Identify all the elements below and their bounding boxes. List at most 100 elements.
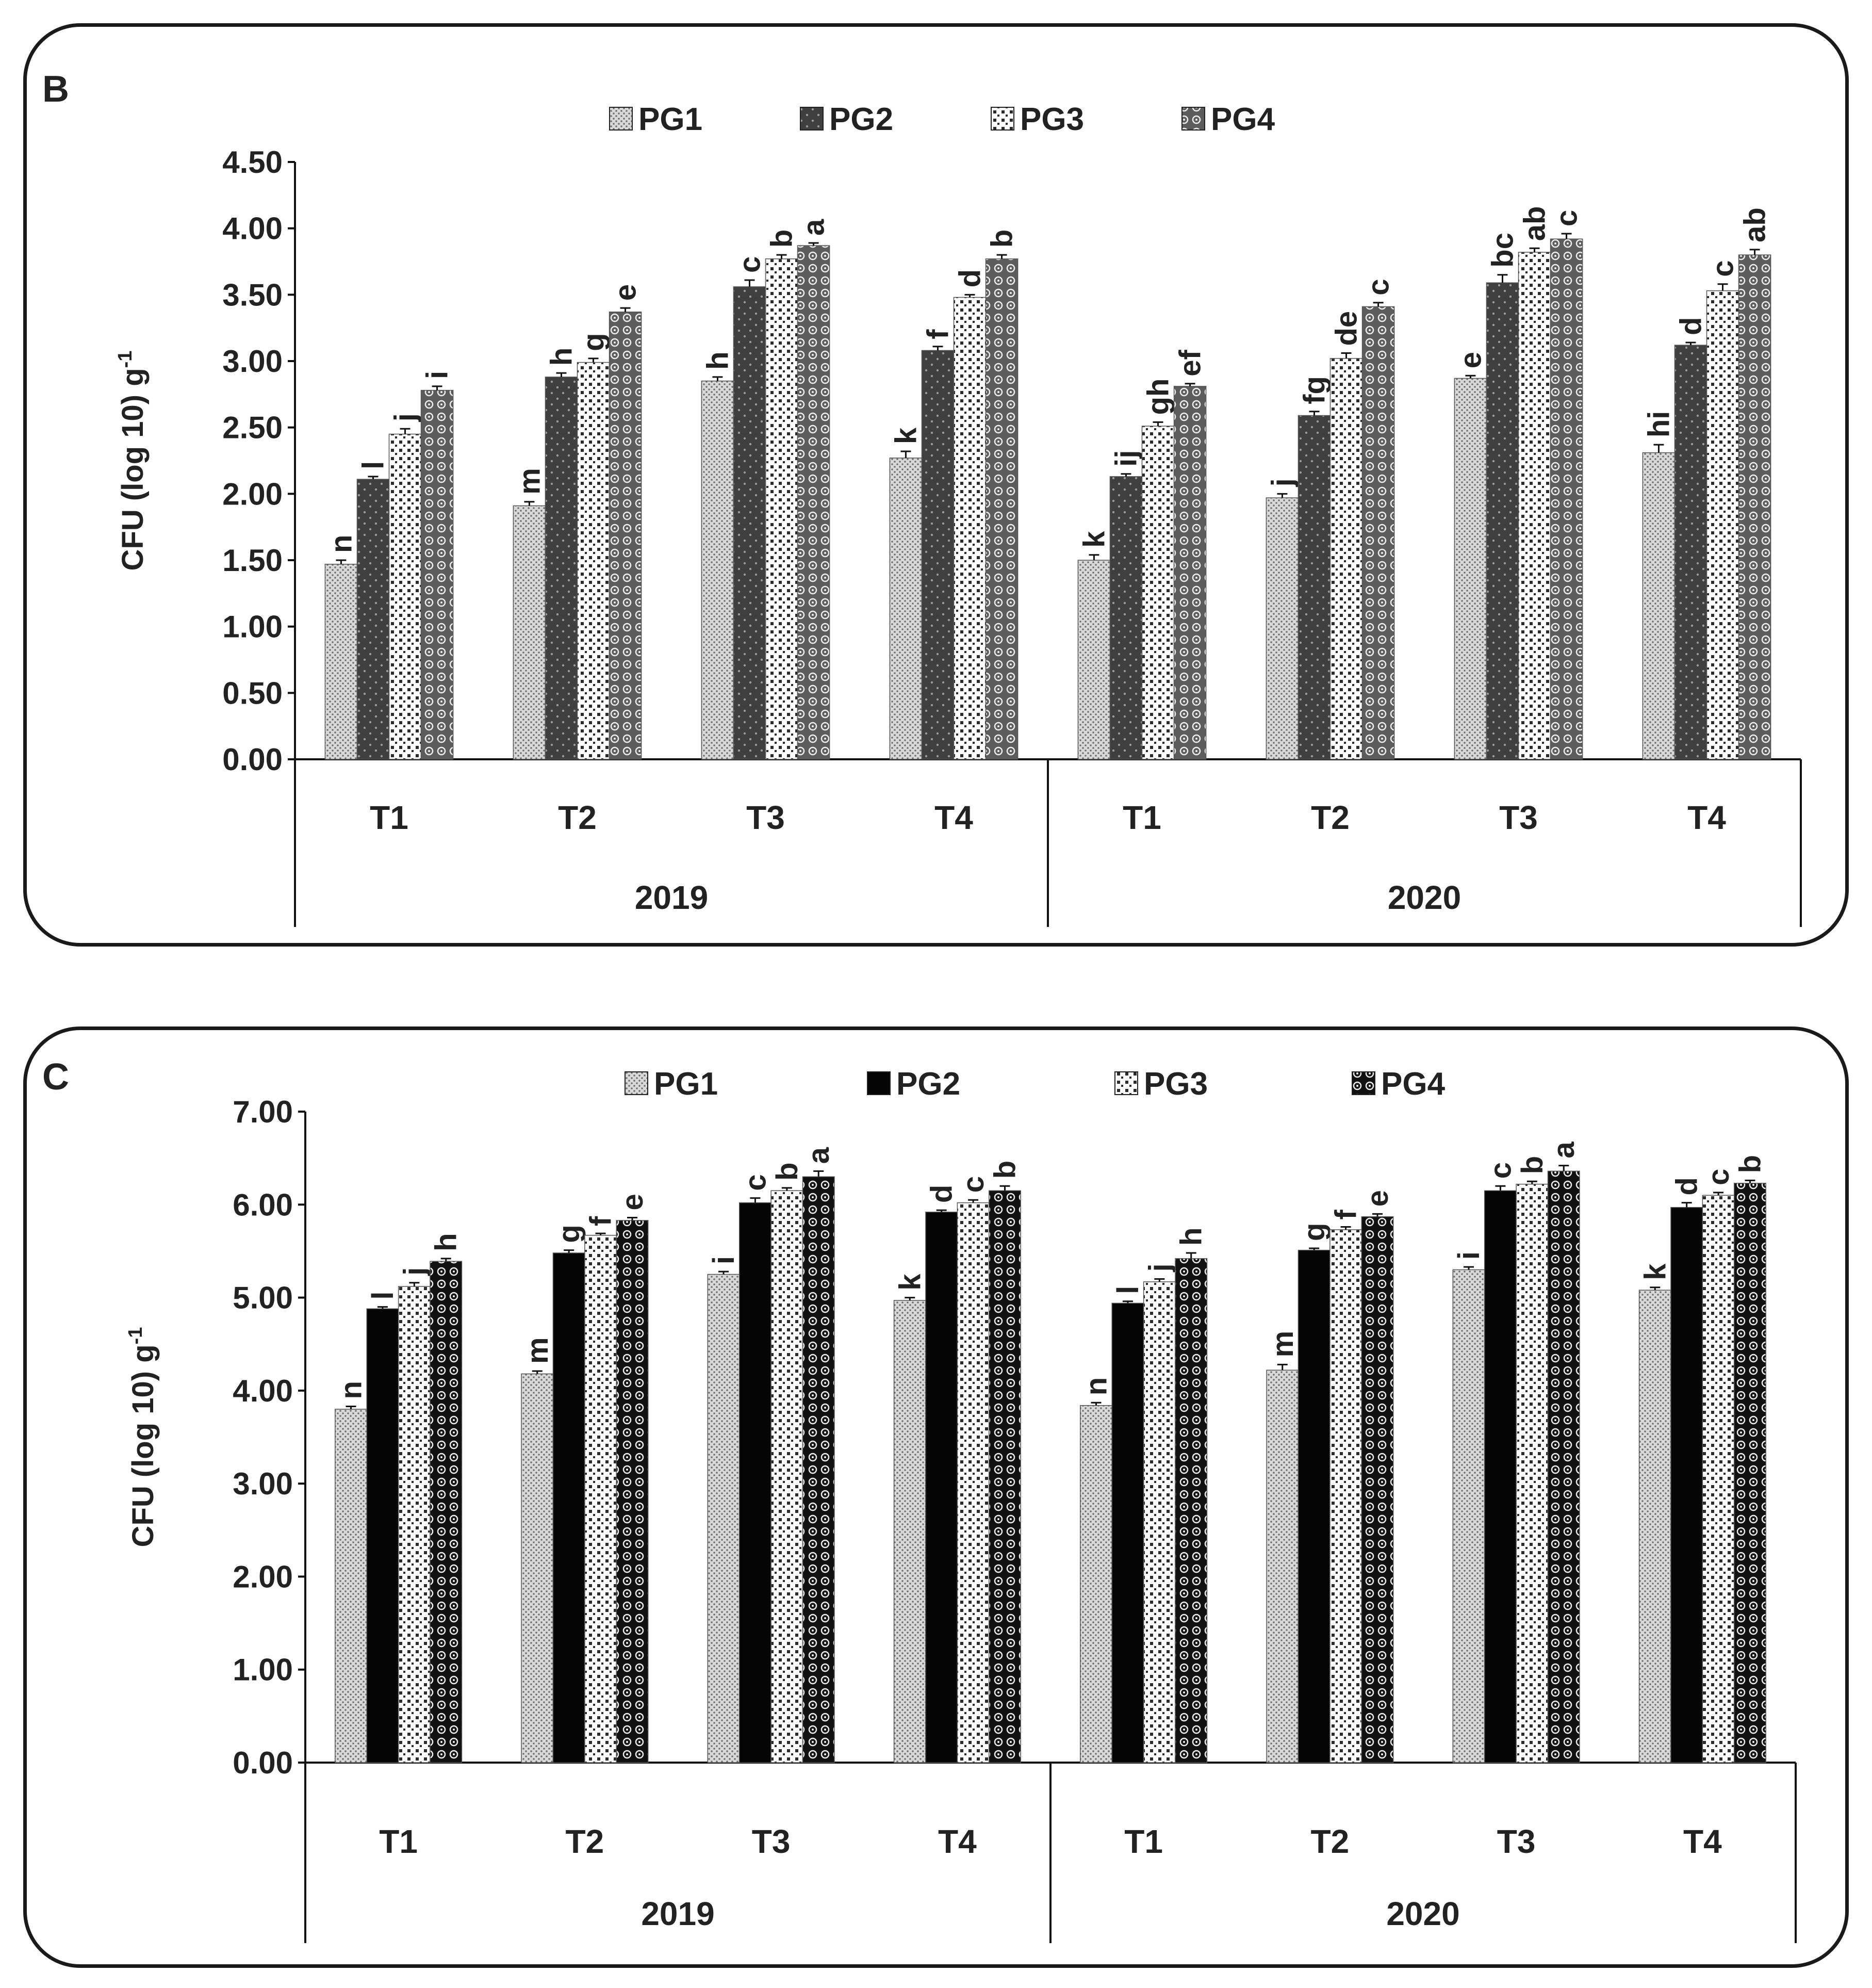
significance-label: n [324, 535, 358, 553]
x-category-label: T2 [566, 1823, 604, 1860]
significance-label: ab [1518, 206, 1552, 241]
bar-pg2 [1484, 1190, 1517, 1763]
significance-label: f [584, 1216, 618, 1226]
significance-label: ij [1109, 450, 1143, 466]
y-tick-label: 5.00 [233, 1281, 293, 1315]
y-tick-label: 2.00 [222, 477, 283, 511]
bar-pg3 [1518, 252, 1551, 760]
significance-label: e [1454, 352, 1487, 368]
y-axis-label: CFU (log 10) g-1 [114, 351, 150, 571]
x-category-label: T2 [1311, 799, 1350, 836]
bar-pg4 [989, 1190, 1021, 1763]
bar-pg3 [584, 1235, 617, 1763]
significance-label: d [1674, 317, 1707, 335]
y-axis-label-main: CFU (log 10) g [126, 1344, 160, 1547]
bar-pg1 [1452, 1269, 1485, 1763]
x-category-label: T3 [752, 1823, 791, 1860]
significance-label: i [1452, 1251, 1486, 1260]
significance-label: i [707, 1256, 741, 1264]
legend-label-pg4: PG4 [1211, 102, 1275, 137]
bar-pg1 [513, 505, 546, 760]
significance-label: e [616, 1194, 649, 1210]
significance-label: e [609, 284, 643, 301]
significance-label: b [1733, 1155, 1767, 1173]
bar-pg2 [545, 377, 578, 760]
y-tick-label: 0.00 [222, 742, 283, 777]
x-category-label: T4 [1687, 799, 1726, 836]
legend-label-pg1: PG1 [654, 1066, 718, 1102]
x-category-label: T2 [1311, 1823, 1350, 1860]
significance-label: l [1111, 1286, 1145, 1294]
significance-label: c [957, 1176, 990, 1193]
x-category-label: T2 [558, 799, 597, 836]
bar-pg1 [893, 1300, 926, 1763]
significance-label: c [1362, 279, 1395, 296]
panel-label: C [42, 1056, 69, 1098]
bar-pg1 [335, 1409, 367, 1763]
y-tick-label: 3.50 [222, 278, 283, 312]
significance-label: de [1330, 311, 1364, 346]
chart-panel-b: B PG1 PG2 PG3 PG4 0.00 0.50 1.00 1.50 2.00 2.50 3.0… [23, 23, 1849, 947]
significance-label: d [954, 269, 987, 287]
bar-pg3 [1702, 1195, 1735, 1763]
legend-swatch-pg3 [991, 107, 1014, 131]
significance-label: b [1516, 1156, 1549, 1174]
significance-label: bc [1486, 233, 1519, 268]
bar-pg3 [1516, 1183, 1549, 1763]
bar-pg2 [921, 350, 955, 760]
significance-label: f [1329, 1210, 1363, 1220]
bar-pg1 [1266, 497, 1299, 760]
y-axis-label-sup: -1 [125, 1327, 146, 1345]
significance-label: i [421, 371, 454, 379]
bar-pg2 [733, 286, 766, 760]
bar-pg4 [802, 1176, 835, 1763]
bar-pg2 [1111, 1302, 1144, 1763]
bar-pg3 [1706, 290, 1739, 760]
y-tick-label: 1.50 [222, 543, 283, 578]
significance-label: l [366, 1291, 400, 1299]
x-category-label: T1 [1124, 1823, 1163, 1860]
bar-pg1 [707, 1274, 740, 1763]
x-category-label: T4 [938, 1823, 977, 1860]
panel-label: B [42, 69, 69, 110]
bar-pg3 [1329, 1229, 1362, 1763]
bar-pg4 [1361, 306, 1395, 760]
significance-label: h [545, 348, 578, 366]
legend-swatch-pg2 [867, 1071, 891, 1095]
bar-pg4 [420, 389, 454, 760]
y-tick-label: 4.50 [222, 145, 283, 180]
significance-label: c [733, 256, 766, 273]
significance-label: j [389, 413, 422, 422]
bar-pg3 [398, 1286, 431, 1763]
bar-pg4 [1175, 1258, 1208, 1763]
bar-pg4 [430, 1261, 463, 1763]
bar-pg4 [1738, 254, 1771, 760]
bar-pg1 [1266, 1370, 1299, 1763]
bar-pg4 [1550, 238, 1583, 760]
significance-label: m [1266, 1331, 1300, 1358]
bar-pg3 [1143, 1281, 1176, 1763]
y-tick-label: 0.50 [222, 676, 283, 710]
significance-label: g [577, 333, 611, 351]
legend-label-pg2: PG2 [896, 1066, 960, 1102]
bar-pg1 [1077, 560, 1111, 760]
significance-label: k [893, 1274, 927, 1291]
bar-pg4 [1173, 386, 1207, 760]
bar-pg1 [889, 458, 923, 760]
bar-pg3 [388, 433, 422, 760]
significance-label: h [701, 351, 734, 369]
significance-label: b [988, 1161, 1022, 1179]
significance-label: d [925, 1185, 959, 1203]
significance-label: m [513, 468, 546, 495]
bar-pg3 [765, 258, 798, 760]
chart-c-canvas: C PG1 PG2 PG3 PG4 0.00 1.00 2.00 3.00 4.00 5.00 6.0… [42, 1056, 1797, 1943]
bar-pg4 [797, 245, 830, 760]
legend-swatch-pg1 [625, 1071, 648, 1095]
bar-pg2 [1670, 1207, 1703, 1763]
chart-panel-c: C PG1 PG2 PG3 PG4 0.00 1.00 2.00 3.00 4.00 5.00 6.0… [23, 1026, 1849, 1968]
x-group-label: 2019 [641, 1895, 714, 1932]
significance-label: n [1080, 1377, 1113, 1395]
significance-label: c [1702, 1169, 1735, 1185]
bar-pg3 [957, 1202, 990, 1763]
significance-label: j [398, 1267, 431, 1276]
